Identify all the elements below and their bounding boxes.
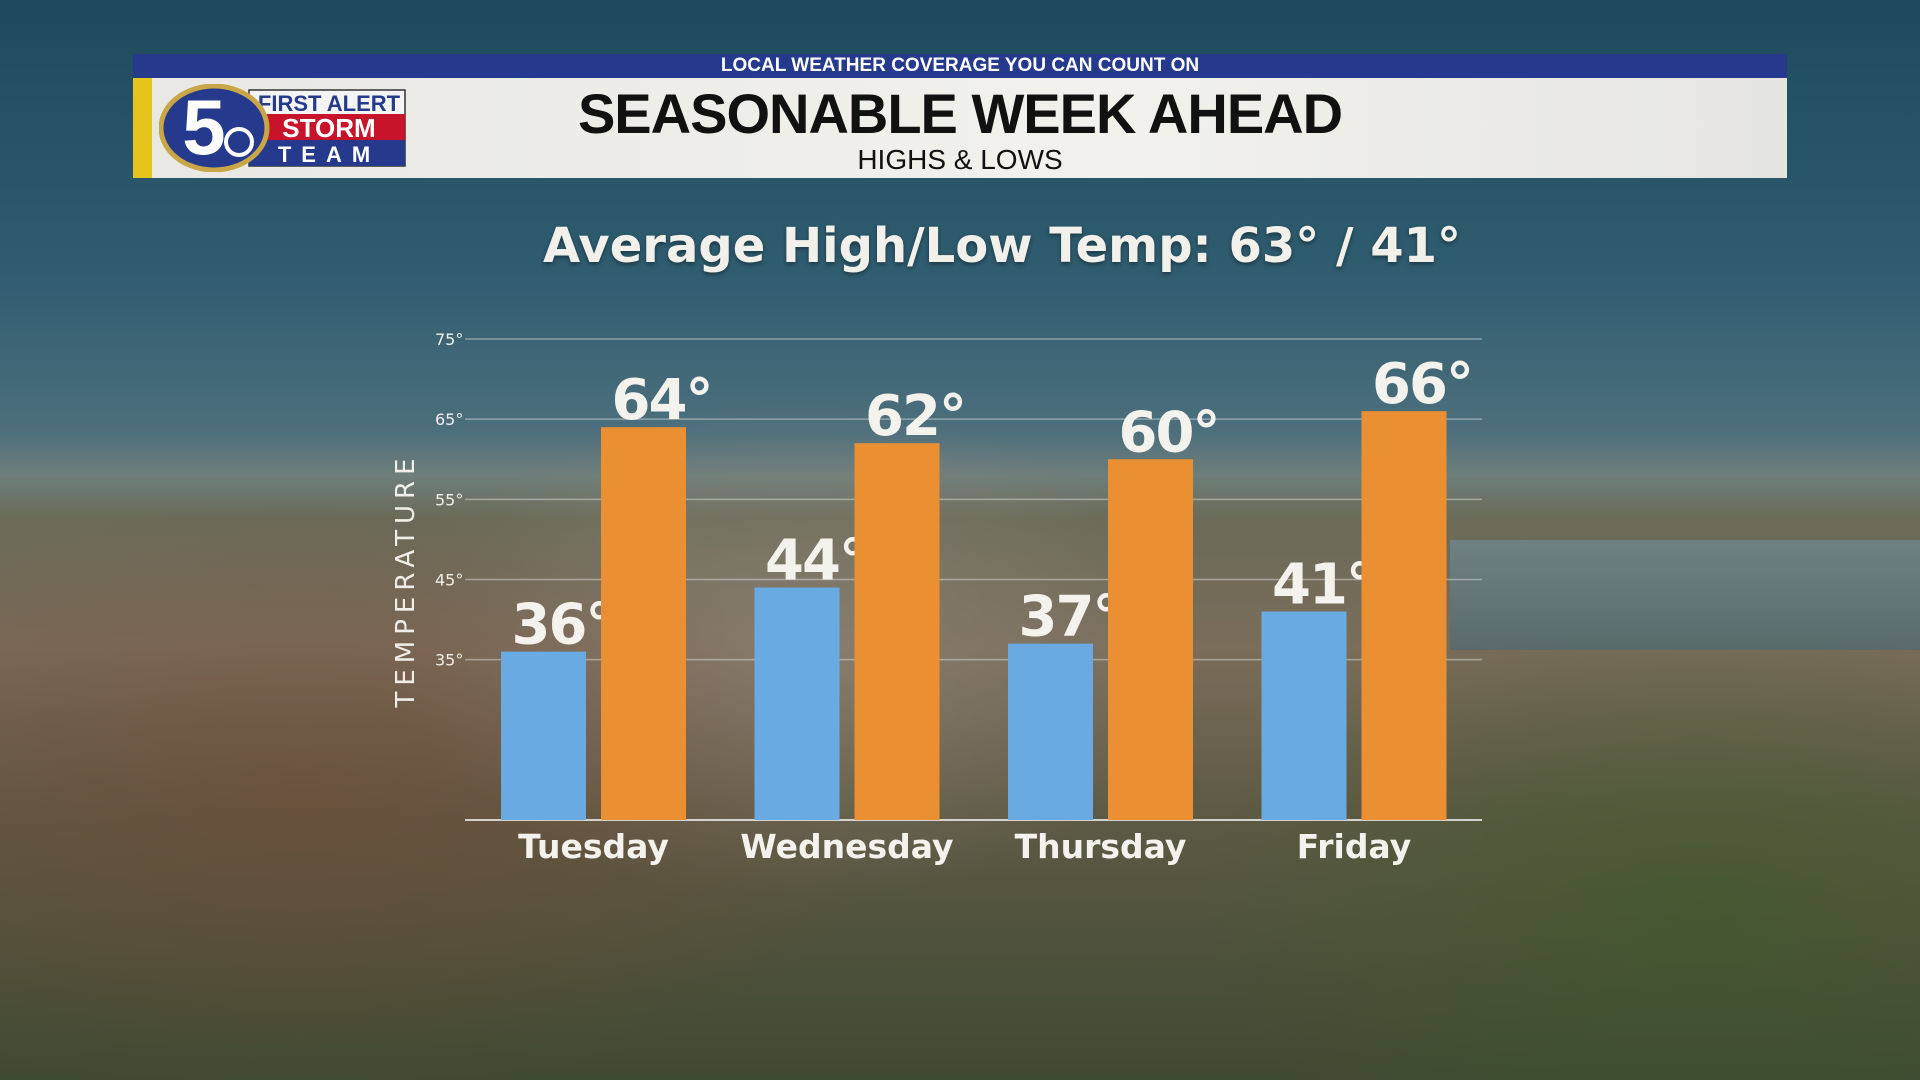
page-title: SEASONABLE WEEK AHEAD xyxy=(577,82,1343,145)
y-tick-label: 55° xyxy=(435,490,463,509)
bar-low xyxy=(1008,643,1093,820)
data-label: 36° xyxy=(512,593,612,658)
data-label: 66° xyxy=(1372,352,1472,417)
data-label: 41° xyxy=(1272,553,1372,618)
y-tick-label: 65° xyxy=(435,410,463,429)
bar-high xyxy=(1108,459,1193,820)
svg-text:STORM: STORM xyxy=(282,113,375,143)
data-label: 64° xyxy=(612,368,712,433)
river-background xyxy=(1450,540,1920,650)
page-subtitle: HIGHS & LOWS xyxy=(857,144,1063,175)
svg-text:FIRST ALERT: FIRST ALERT xyxy=(258,91,401,116)
x-tick-label: Thursday xyxy=(1015,827,1187,866)
tagline-strip: LOCAL WEATHER COVERAGE YOU CAN COUNT ON xyxy=(133,54,1787,78)
x-tick-label: Friday xyxy=(1297,827,1411,866)
station-logo: FIRST ALERT STORM TEAM 5 xyxy=(159,84,406,172)
accent-bar xyxy=(133,78,152,178)
bar-low xyxy=(1261,611,1347,820)
data-label: 62° xyxy=(865,384,965,449)
bar-low xyxy=(754,587,840,820)
bar-high xyxy=(854,443,940,820)
y-tick-label: 45° xyxy=(435,571,463,590)
data-label: 37° xyxy=(1019,585,1119,650)
header-banner: LOCAL WEATHER COVERAGE YOU CAN COUNT ON … xyxy=(133,54,1787,178)
title-panel: FIRST ALERT STORM TEAM 5 SEASONABLE WEEK… xyxy=(133,78,1787,178)
y-tick-label: 35° xyxy=(435,651,463,670)
data-label: 44° xyxy=(765,529,865,594)
bar-high xyxy=(1361,411,1447,820)
bar-high xyxy=(601,427,686,820)
y-tick-label: 75° xyxy=(435,330,463,349)
svg-text:TEAM: TEAM xyxy=(278,142,380,167)
average-temp-text: Average High/Low Temp: 63° / 41° xyxy=(542,218,1462,274)
data-label: 60° xyxy=(1119,400,1219,465)
svg-text:5: 5 xyxy=(182,84,225,171)
bar-low xyxy=(501,651,586,820)
x-tick-label: Tuesday xyxy=(518,827,669,866)
x-tick-label: Wednesday xyxy=(740,827,953,866)
